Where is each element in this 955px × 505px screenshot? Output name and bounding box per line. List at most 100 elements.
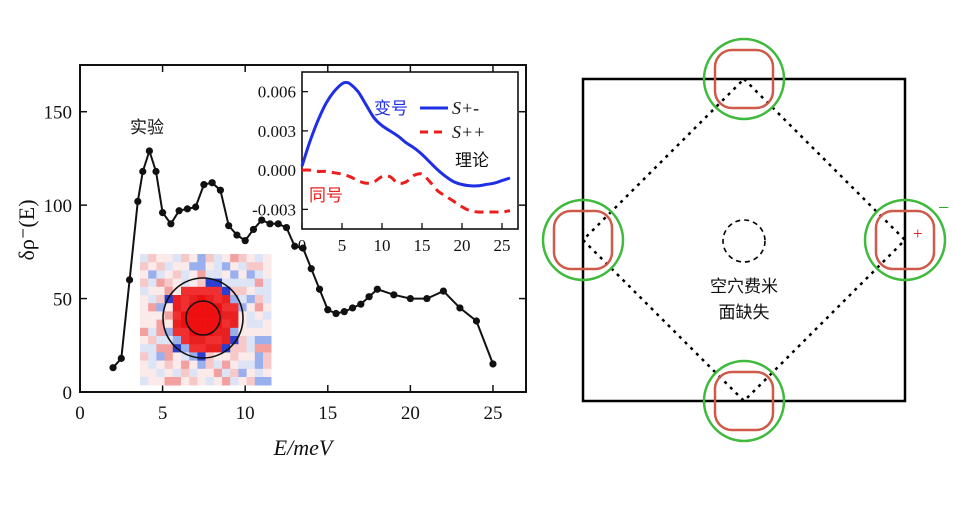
experiment-data-point xyxy=(233,231,241,239)
stm-map-pixel xyxy=(213,327,223,337)
stm-map-pixel xyxy=(246,295,256,304)
stm-map-pixel xyxy=(181,270,190,279)
experiment-data-point xyxy=(406,294,414,303)
stm-map-pixel xyxy=(263,336,272,345)
stm-map-pixel xyxy=(148,344,157,353)
experiment-data-point xyxy=(291,242,299,250)
stm-map-pixel xyxy=(148,360,157,370)
inset-y-tick-label: 0.000 xyxy=(258,161,296,180)
stm-map-pixel xyxy=(238,303,247,312)
stm-map-pixel xyxy=(172,286,182,296)
stm-map-pixel xyxy=(230,295,239,304)
stm-map-pixel xyxy=(189,295,198,304)
stm-map-pixel xyxy=(156,377,165,386)
stm-map-pixel xyxy=(172,278,182,288)
stm-map-pixel xyxy=(230,311,239,320)
stm-map-pixel xyxy=(156,286,165,296)
stm-map-pixel xyxy=(222,262,231,271)
x-tick-label: 20 xyxy=(401,403,420,424)
experiment-data-point xyxy=(134,197,142,206)
stm-map-pixel xyxy=(189,278,198,288)
stm-map-pixel xyxy=(238,254,247,263)
inset-y-tick-label: 0.003 xyxy=(258,122,296,141)
stm-map-pixel xyxy=(230,278,239,288)
experiment-data-point xyxy=(348,304,357,312)
experiment-data-point xyxy=(216,186,225,194)
stm-map-pixel xyxy=(213,336,223,345)
inset-x-ticks: 0 5 10 15 20 25 xyxy=(298,223,511,255)
stm-map-pixel xyxy=(254,262,264,271)
stm-map-pixel xyxy=(181,295,190,304)
stm-map-pixel xyxy=(254,303,264,312)
stm-map-pixel xyxy=(238,352,247,361)
stm-map-pixel xyxy=(148,262,157,271)
stm-map-pixel xyxy=(156,344,165,353)
stm-map-pixel xyxy=(181,327,190,337)
stm-map-pixel xyxy=(181,352,190,361)
stm-map-pixel xyxy=(148,295,157,304)
fermi-surface-diagram: 空穴费米 面缺失 + − xyxy=(541,37,949,443)
stm-map-pixel xyxy=(254,254,264,263)
experiment-data-point xyxy=(117,354,125,362)
stm-map-pixel xyxy=(181,377,190,386)
stm-map-pixel xyxy=(172,254,182,263)
experiment-data-point xyxy=(390,291,398,299)
stm-map-pixel xyxy=(197,344,206,353)
stm-map-pixel xyxy=(254,327,264,337)
stm-map-pixel xyxy=(148,270,157,279)
stm-map-pixel xyxy=(254,319,264,329)
stm-map-pixel xyxy=(156,319,165,329)
inset-x-tick-label: 10 xyxy=(374,236,391,255)
stm-map-pixel xyxy=(156,368,165,378)
stm-map-pixel xyxy=(238,344,247,353)
stm-map-pixel xyxy=(205,360,215,370)
stm-map-pixel xyxy=(181,262,190,271)
stm-map-pixel xyxy=(140,377,149,386)
stm-map-pixel xyxy=(140,278,149,288)
stm-map-pixel xyxy=(254,377,264,386)
stm-map-pixel xyxy=(197,262,206,271)
stm-map-pixel xyxy=(222,254,231,263)
stm-map-pixel xyxy=(246,262,256,271)
stm-map-pixel xyxy=(156,336,165,345)
x-tick-label: 25 xyxy=(483,403,502,424)
stm-map-pixel xyxy=(205,368,215,378)
stm-map-pixel xyxy=(254,270,264,279)
experiment-data-point xyxy=(200,180,208,189)
stm-map-pixel xyxy=(164,344,174,353)
stm-map-pixel xyxy=(140,336,149,345)
experiment-data-point xyxy=(109,364,117,372)
experiment-data-point xyxy=(365,293,373,301)
experiment-data-point xyxy=(324,306,332,314)
stm-map-pixel xyxy=(172,295,182,304)
stm-map-pixel xyxy=(156,311,165,320)
stm-map-pixel xyxy=(181,254,190,263)
stm-map-pixel xyxy=(213,278,223,288)
stm-map-pixel xyxy=(254,368,264,378)
brillouin-zone-square xyxy=(581,77,907,403)
stm-map-pixel xyxy=(246,270,256,279)
stm-map-pixel xyxy=(205,270,215,279)
stm-map-pixel xyxy=(238,262,247,271)
experiment-data-point xyxy=(340,308,348,316)
experiment-data-point xyxy=(145,147,153,155)
stm-map-pixel xyxy=(230,254,239,263)
stm-map-pixel xyxy=(172,336,182,345)
stm-map-pixel xyxy=(205,295,215,304)
stm-map-pixel xyxy=(189,336,198,345)
stm-map-pixel xyxy=(213,368,223,378)
experiment-data-point xyxy=(208,179,216,187)
stm-map-pixel xyxy=(197,295,206,304)
experiment-data-point xyxy=(175,207,183,215)
stm-map-pixel xyxy=(246,336,256,345)
experiment-annotation: 实验 xyxy=(130,118,164,138)
y-tick-label: 50 xyxy=(53,290,72,311)
experiment-data-point xyxy=(152,167,160,176)
series-s-plus-plus-line xyxy=(301,168,511,214)
stm-map-pixel xyxy=(263,360,272,370)
stm-map-pixel xyxy=(213,311,223,320)
stm-map-pixel xyxy=(148,327,157,337)
stm-map-pixel xyxy=(205,336,215,345)
hole-pocket-label-line1: 空穴费米 xyxy=(710,277,778,297)
stm-map-pixel xyxy=(197,368,206,378)
